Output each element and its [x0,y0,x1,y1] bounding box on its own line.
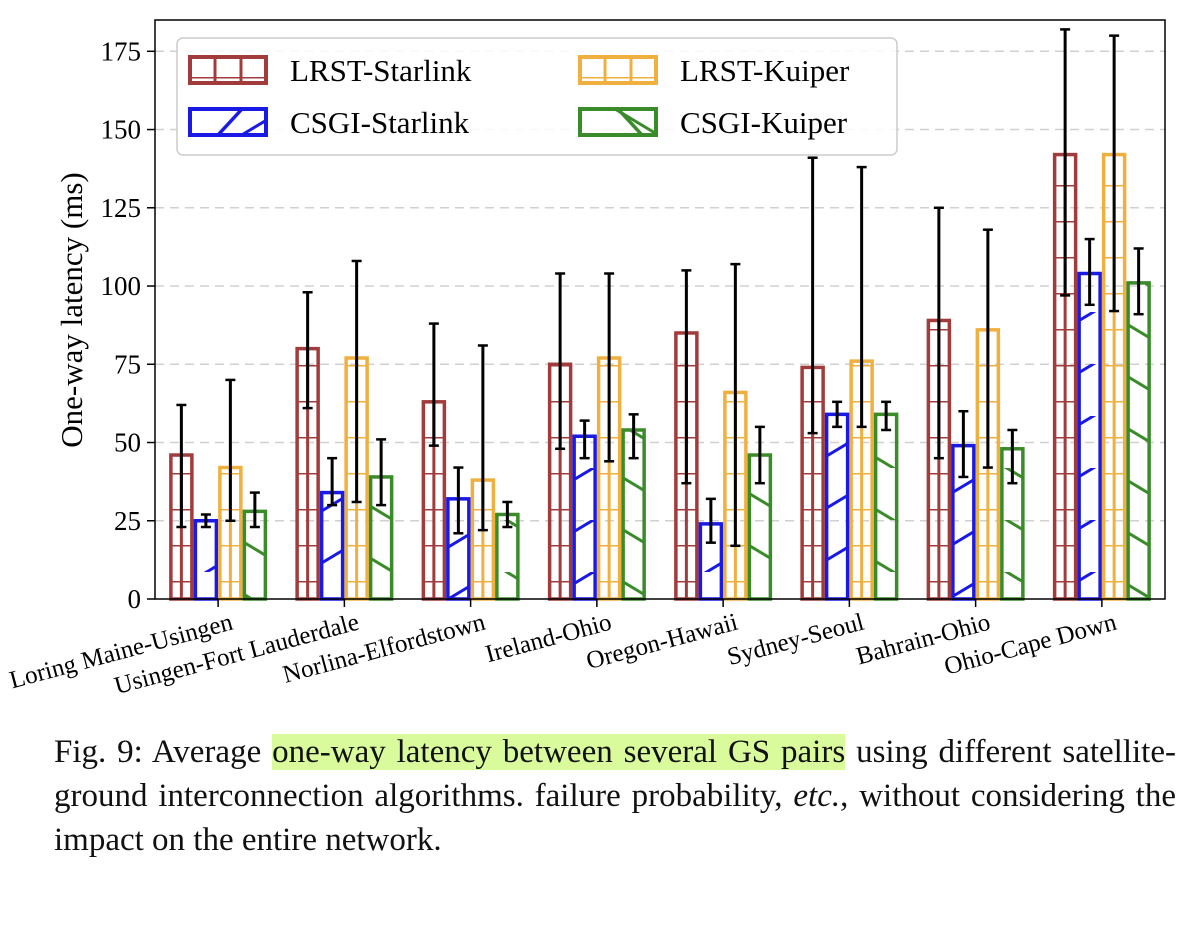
bar [1126,281,1151,601]
legend-swatch-line [216,107,244,137]
legend-label: CSGI-Starlink [290,105,470,140]
bar [319,490,345,601]
caption-emph: etc. [793,778,841,814]
bar [572,434,597,601]
bar [873,412,899,601]
legend-label: CSGI-Kuiper [680,105,848,140]
y-tick-label: 75 [114,349,141,379]
x-tick-label: Sydney-Seoul [724,609,867,671]
bar [824,412,850,601]
legend-swatch [188,55,268,85]
legend: LRST-Starlink CSGI-Starlink LRST-Kuiper CSG… [176,37,898,156]
plot-frame [154,19,1166,600]
caption-rest: using different satellite-ground interco… [54,734,1176,814]
y-tick-label: 175 [101,36,142,66]
y-tick-label: 125 [101,193,142,223]
y-tick-label: 100 [101,271,142,301]
caption-highlight: one-way latency between several GS pairs [272,734,846,770]
legend-label: LRST-Starlink [290,53,472,88]
y-tick-label: 150 [101,115,142,145]
y-tick-label: 50 [114,428,141,458]
y-axis-label: One-way latency (ms) [54,172,89,447]
bar [193,519,219,601]
legend-swatch-line [616,107,644,137]
legend-swatch [578,55,658,85]
caption-suffix: , without considering the impact on the … [54,778,1176,858]
error-bars [176,28,1144,548]
y-tick-label: 25 [114,506,141,536]
legend-box [176,37,898,156]
legend-swatch [578,107,658,137]
caption-prefix: Fig. 9: Average [54,734,273,770]
legend-label: LRST-Kuiper [680,53,850,88]
bars [169,152,1151,601]
y-tick-label: 0 [128,584,142,614]
figure-caption: Fig. 9: Average one-way latency between … [54,730,1176,862]
bar [1077,271,1102,601]
